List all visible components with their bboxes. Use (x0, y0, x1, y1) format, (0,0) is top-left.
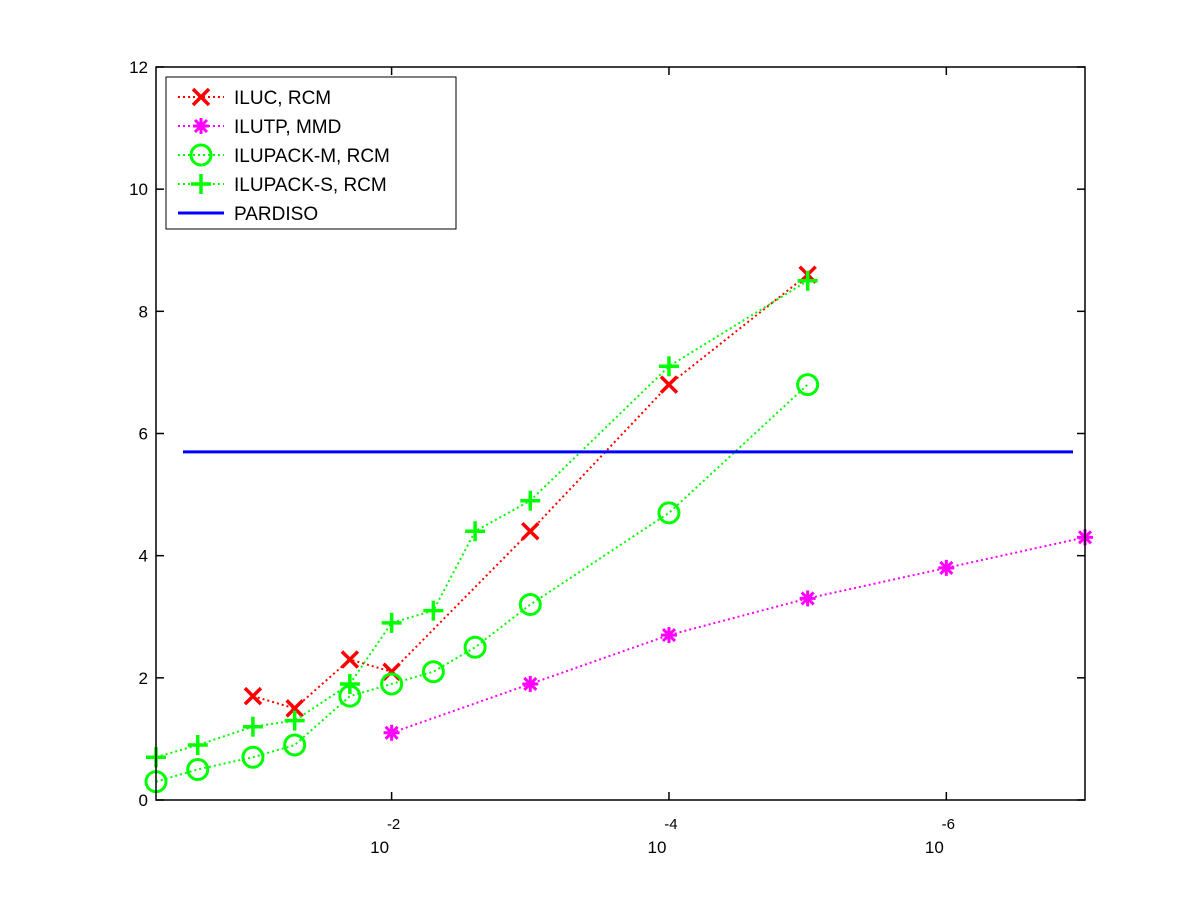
legend-item: ILUPACK-M, RCM (178, 143, 390, 167)
data-point (520, 490, 541, 511)
y-tick-label: 6 (139, 425, 148, 444)
circle-marker (380, 672, 404, 696)
y-tick-label: 10 (129, 180, 148, 199)
data-point (659, 375, 679, 394)
y-tick-label: 4 (139, 547, 148, 566)
series-line (391, 536, 1086, 734)
y-tick-label: 8 (139, 302, 148, 321)
circle-marker (518, 593, 542, 617)
data-point (340, 650, 360, 669)
asterisk-marker-stroke (661, 628, 677, 643)
x-marker-stroke (243, 686, 263, 706)
data-point (518, 593, 542, 617)
x-marker-stroke (285, 699, 304, 718)
data-point (657, 501, 681, 525)
circle-marker (463, 635, 487, 659)
x-tick-label-exponent: -4 (664, 816, 677, 833)
legend-item: ILUC, RCM (178, 87, 331, 109)
legend-item: PARDISO (178, 204, 318, 225)
circle-marker (421, 660, 445, 684)
y-tick-label: 12 (129, 58, 148, 77)
data-point (465, 521, 486, 542)
data-point (186, 757, 210, 781)
data-point (242, 716, 263, 737)
x-tick-label-base: 10 (925, 838, 944, 857)
circle-marker (241, 745, 265, 769)
legend-box (165, 76, 457, 230)
data-point (383, 724, 400, 741)
legend-label: PARDISO (234, 204, 318, 225)
series-ilutp-mmd (383, 529, 1093, 741)
asterisk-marker-stroke (193, 118, 209, 134)
circle-marker (796, 373, 820, 397)
series-line (155, 279, 809, 759)
asterisk-marker-stroke (523, 676, 538, 692)
data-point (796, 373, 820, 397)
data-point (423, 600, 444, 621)
data-point (283, 733, 307, 757)
x-tick-label-exponent: -2 (387, 816, 400, 833)
x-tick-label-base: 10 (648, 838, 667, 857)
plot-area (144, 265, 1093, 794)
data-point (463, 635, 487, 659)
data-point (660, 627, 677, 644)
data-point (339, 673, 360, 694)
x-tick-label-exponent: -6 (942, 816, 955, 833)
data-point (380, 672, 404, 696)
data-point (241, 745, 265, 769)
data-point (187, 735, 208, 756)
x-tick-label-base: 10 (370, 838, 389, 857)
axis-ticks: 0 2 4 6 8 10 12 10 -2 10 -4 10 -6 (129, 58, 1085, 857)
asterisk-marker-stroke (800, 591, 815, 606)
legend-label: ILUC, RCM (234, 88, 331, 109)
legend-label: ILUPACK-S, RCM (234, 175, 387, 196)
series-ilupack-s-rcm (146, 270, 818, 768)
data-point (522, 675, 539, 692)
series-line (155, 383, 809, 783)
data-point (658, 356, 679, 377)
legend: ILUC, RCM ILUTP, MMD ILUPACK-M, RCM ILUPACK… (165, 76, 457, 230)
x-marker-stroke (521, 521, 540, 541)
data-point (243, 686, 263, 706)
data-point (799, 590, 816, 607)
circle-marker (657, 501, 681, 525)
x-marker-stroke (340, 650, 360, 669)
legend-label: ILUPACK-M, RCM (234, 146, 390, 167)
circle-marker (283, 733, 307, 757)
data-point (381, 612, 402, 633)
circle-marker (189, 143, 213, 167)
data-point (284, 710, 305, 731)
asterisk-marker-stroke (939, 560, 954, 575)
asterisk-marker-stroke (384, 725, 399, 740)
legend-item: ILUTP, MMD (178, 117, 341, 138)
legend-label: ILUTP, MMD (234, 117, 341, 138)
data-point (285, 699, 304, 718)
x-marker-stroke (191, 87, 211, 107)
x-marker-stroke (659, 375, 679, 394)
y-tick-label: 2 (139, 669, 148, 688)
data-point (938, 559, 955, 576)
circle-marker (186, 757, 210, 781)
series-ilupack-m-rcm (144, 373, 820, 794)
y-tick-label: 0 (139, 791, 148, 810)
data-point (797, 270, 818, 291)
legend-item: ILUPACK-S, RCM (178, 174, 387, 196)
data-point (421, 660, 445, 684)
data-point (521, 521, 540, 541)
